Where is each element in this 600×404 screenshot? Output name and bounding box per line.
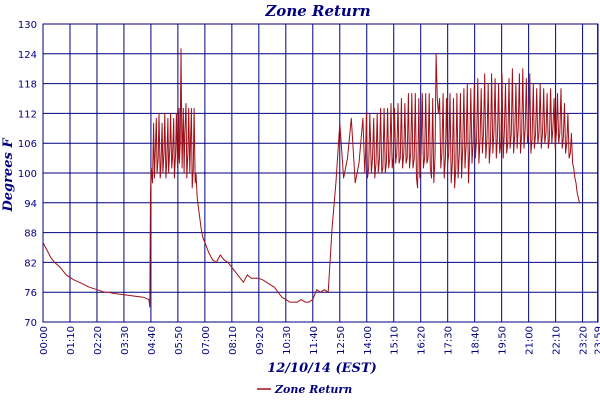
grid <box>42 23 599 323</box>
x-tick-label: 21:00 <box>525 326 536 355</box>
x-tick-label: 09:20 <box>255 326 266 355</box>
x-tick-label: 16:20 <box>417 326 428 355</box>
x-tick-label: 15:10 <box>390 326 401 355</box>
x-tick-label: 03:30 <box>120 326 131 355</box>
series-layer <box>42 48 581 308</box>
y-tick-label: 82 <box>24 258 37 269</box>
x-tick-label: 14:00 <box>363 326 374 355</box>
y-tick-label: 124 <box>18 50 37 61</box>
x-tick-label: 00:00 <box>39 326 50 355</box>
x-tick-label: 05:50 <box>174 326 185 355</box>
y-tick-label: 112 <box>18 109 37 120</box>
x-tick-label: 22:10 <box>552 326 563 355</box>
x-tick-label: 19:50 <box>498 326 509 355</box>
y-tick-label: 118 <box>18 80 37 91</box>
plot-frame <box>42 23 599 323</box>
y-tick-label: 100 <box>18 169 37 180</box>
x-tick-label: 02:20 <box>93 326 104 355</box>
y-axis-title: Degrees F <box>1 138 16 213</box>
legend: Zone Return <box>257 383 352 396</box>
x-tick-label: 11:40 <box>309 326 320 355</box>
series-line-zone-return <box>42 48 581 308</box>
x-tick-label: 01:10 <box>66 326 77 355</box>
y-tick-label: 130 <box>18 20 37 31</box>
x-tick-label: 07:00 <box>201 326 212 355</box>
x-axis-title: 12/10/14 (EST) <box>267 361 377 376</box>
y-axis-ticks: 70 76 82 88 94 100 106 112 118 124 130 <box>18 20 37 329</box>
x-tick-label: 17:30 <box>444 326 455 355</box>
x-tick-label: 12:50 <box>336 326 347 355</box>
x-tick-label: 10:30 <box>282 326 293 355</box>
y-tick-label: 70 <box>24 318 37 329</box>
x-tick-label: 23:20 <box>579 326 590 355</box>
legend-label: Zone Return <box>274 383 352 396</box>
x-tick-label: 23:59 <box>594 326 600 355</box>
chart-title: Zone Return <box>264 2 370 20</box>
y-tick-label: 94 <box>24 199 37 210</box>
x-axis-ticks: 00:00 01:10 02:20 03:30 04:40 05:50 07:00 08:10… <box>39 326 600 355</box>
x-tick-label: 04:40 <box>147 326 158 355</box>
y-tick-label: 106 <box>18 139 37 150</box>
x-tick-label: 08:10 <box>228 326 239 355</box>
x-tick-label: 18:40 <box>471 326 482 355</box>
y-tick-label: 76 <box>24 288 37 299</box>
y-tick-label: 88 <box>24 229 37 240</box>
